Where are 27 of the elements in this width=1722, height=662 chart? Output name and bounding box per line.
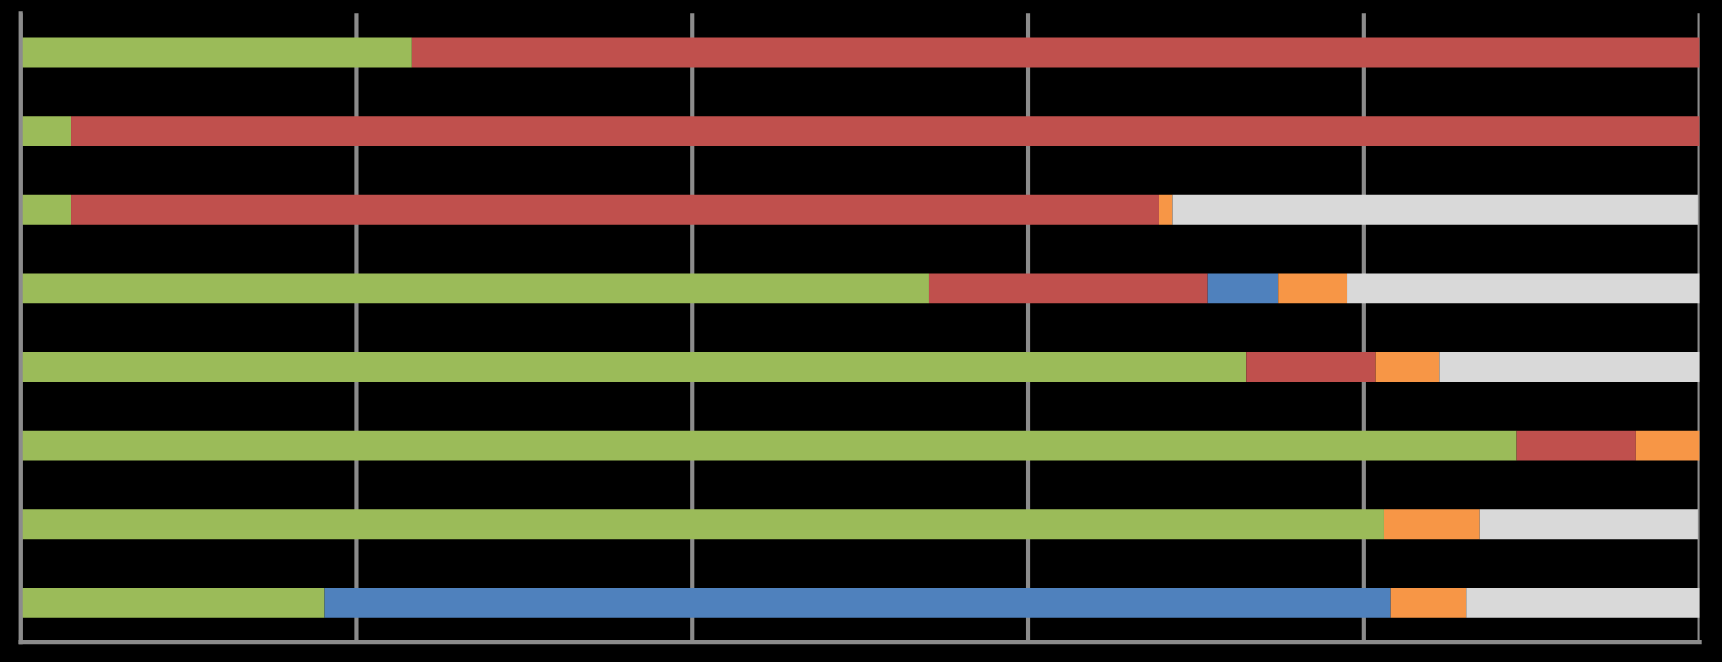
bar: [20, 194, 72, 225]
bar: [1158, 194, 1173, 225]
bar: [20, 509, 1384, 540]
bar: [71, 194, 1159, 225]
bar: [1375, 352, 1440, 382]
bar: [20, 352, 1247, 382]
bar: [20, 587, 325, 618]
bar: [20, 116, 72, 147]
bar: [1383, 509, 1480, 540]
bar: [1172, 194, 1698, 225]
bar: [20, 430, 1517, 461]
bar: [1466, 587, 1700, 618]
bar: [20, 37, 412, 68]
bar: [1347, 273, 1700, 304]
bar: [1516, 430, 1636, 461]
bar: [1635, 430, 1700, 461]
bar: [1390, 587, 1467, 618]
bar: [71, 116, 1700, 147]
bar: [324, 587, 1391, 618]
bar: [1278, 273, 1348, 304]
bar: [1207, 273, 1279, 304]
bar: [411, 37, 1700, 68]
bar: [1479, 509, 1698, 540]
bar: [1246, 352, 1376, 382]
bar: [20, 273, 929, 304]
bar: [1439, 352, 1700, 382]
bar: [928, 273, 1208, 304]
